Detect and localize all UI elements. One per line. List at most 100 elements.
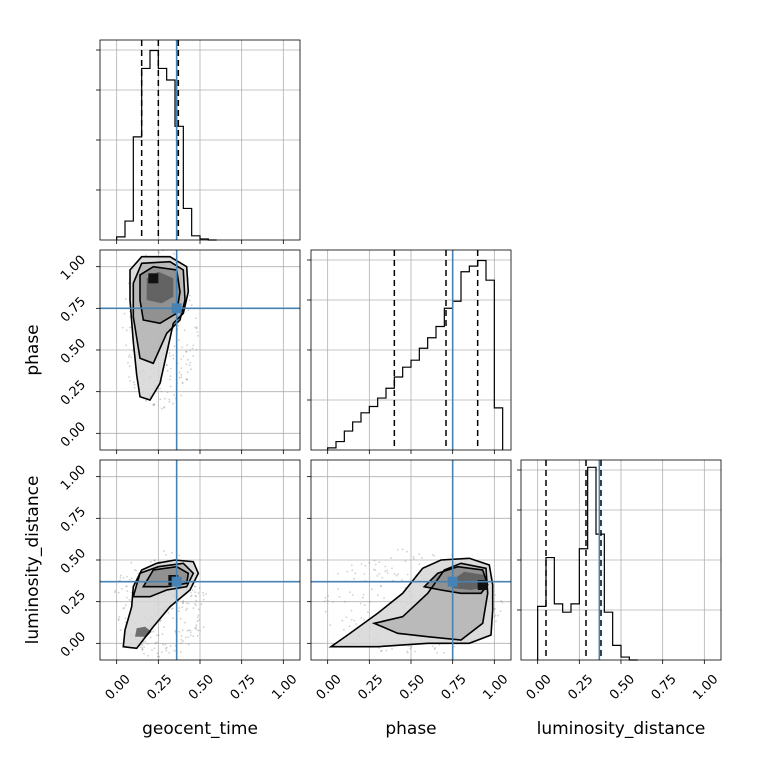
sample-point — [493, 608, 496, 611]
sample-point — [381, 576, 384, 579]
sample-point — [182, 355, 185, 358]
sample-point — [130, 561, 133, 564]
density-phase-vs-geocent-time: 0.00 0.25 0.50 0.75 1.00 — [58, 249, 301, 454]
sample-point — [163, 626, 166, 629]
sample-point — [153, 559, 156, 562]
sample-point — [155, 634, 158, 637]
sample-point — [143, 646, 146, 648]
panel-border — [99, 249, 301, 451]
sample-point — [139, 646, 142, 648]
contour-line — [422, 565, 489, 595]
x-tick-label: 0.50 — [186, 672, 217, 703]
x-tick-label: 0.25 — [144, 672, 175, 703]
sample-point — [391, 567, 393, 570]
sample-point — [194, 604, 197, 607]
x-tick-label: 0.75 — [649, 672, 680, 703]
sample-point — [383, 597, 385, 599]
sample-point — [135, 569, 138, 572]
x-tick-label: 0.00 — [524, 672, 555, 703]
sample-point — [337, 573, 339, 575]
sample-point — [152, 403, 155, 406]
sample-point — [412, 557, 415, 560]
y-tick-label: 0.00 — [58, 629, 89, 660]
sample-point — [189, 631, 192, 634]
sample-point — [181, 629, 184, 632]
sample-point — [130, 356, 133, 359]
sample-point — [194, 326, 196, 329]
sample-point — [369, 601, 371, 603]
sample-point — [127, 356, 130, 358]
x-tick-label: 1.00 — [480, 672, 511, 703]
sample-point — [185, 363, 188, 366]
sample-point — [173, 649, 176, 652]
sample-point — [126, 575, 128, 578]
sample-point — [123, 312, 126, 315]
sample-point — [130, 577, 133, 580]
sample-point — [180, 358, 183, 360]
sample-point — [170, 367, 172, 370]
truth-marker — [447, 576, 458, 587]
sample-point — [130, 591, 133, 594]
sample-point — [195, 326, 198, 328]
sample-point — [128, 376, 131, 378]
sample-point — [401, 548, 404, 551]
sample-point — [190, 304, 193, 307]
sample-point — [125, 585, 128, 588]
sample-point — [150, 560, 152, 563]
x-axis-title: geocent_time — [142, 719, 258, 739]
sample-point — [380, 650, 382, 653]
sample-point — [155, 641, 157, 644]
x-tick-label: 0.00 — [314, 672, 345, 703]
sample-point — [385, 649, 388, 652]
y-axis-title: phase — [23, 324, 43, 375]
sample-point — [188, 629, 190, 632]
sample-point — [194, 585, 197, 588]
sample-point — [128, 579, 131, 581]
sample-point — [384, 570, 387, 573]
sample-point — [342, 628, 345, 631]
sample-point — [169, 385, 172, 388]
sample-point — [350, 618, 353, 621]
sample-point — [192, 355, 195, 357]
sample-point — [376, 575, 379, 577]
sample-point — [433, 647, 436, 650]
contour-line — [122, 559, 200, 650]
sample-point — [117, 591, 120, 594]
sample-point — [177, 324, 180, 327]
sample-point — [156, 641, 159, 644]
sample-point — [185, 378, 188, 381]
sample-point — [157, 250, 160, 253]
sample-point — [178, 339, 180, 341]
sample-point — [351, 594, 354, 596]
sample-point — [128, 365, 131, 368]
sample-point — [202, 626, 205, 628]
sample-point — [129, 326, 131, 329]
sample-point — [165, 554, 167, 556]
sample-point — [184, 621, 186, 624]
sample-point — [179, 617, 182, 620]
sample-point — [494, 614, 497, 617]
sample-point — [196, 634, 199, 637]
sample-point — [172, 357, 175, 360]
sample-point — [172, 617, 174, 620]
sample-point — [189, 634, 192, 637]
sample-point — [395, 574, 398, 577]
sample-point — [197, 592, 200, 594]
sample-point — [188, 294, 191, 297]
sample-point — [191, 589, 194, 592]
sample-point — [151, 649, 154, 651]
truth-marker — [171, 303, 182, 314]
y-axis-title: luminosity_distance — [23, 476, 43, 645]
sample-point — [152, 404, 155, 407]
sample-point — [160, 390, 163, 393]
sample-point — [185, 602, 188, 604]
sample-point — [499, 610, 502, 612]
sample-point — [350, 609, 353, 612]
sample-point — [189, 629, 192, 632]
x-tick-label: 0.00 — [103, 672, 134, 703]
x-axis-title: luminosity_distance — [537, 719, 706, 739]
sample-point — [124, 298, 127, 300]
sample-point — [165, 649, 168, 652]
sample-point — [182, 640, 184, 642]
sample-point — [431, 554, 434, 556]
